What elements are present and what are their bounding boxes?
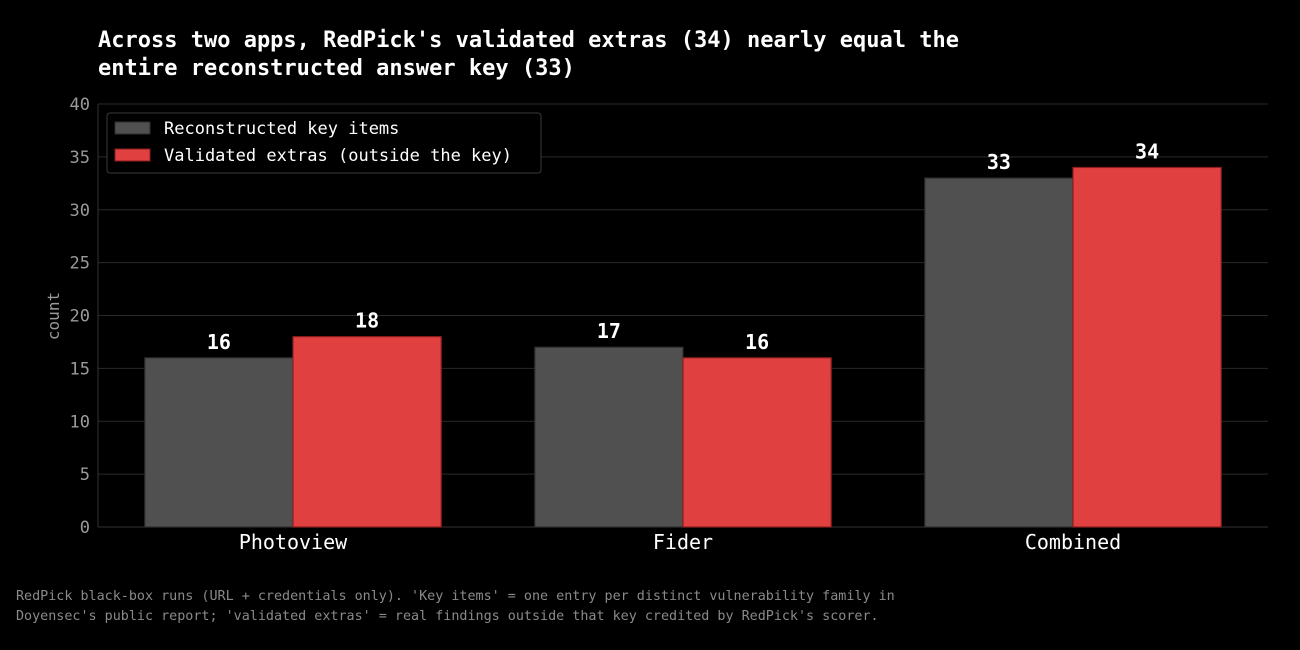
footnote: RedPick black-box runs (URL + credential… <box>16 587 1276 627</box>
bar-fider-series-0 <box>534 346 684 528</box>
bar-combined-series-0 <box>924 177 1074 528</box>
data-label: 17 <box>597 319 621 343</box>
y-tick-label: 35 <box>70 148 90 168</box>
data-label: 16 <box>207 330 231 354</box>
y-tick-label: 25 <box>70 254 90 274</box>
bars <box>144 166 1222 528</box>
data-label: 33 <box>987 150 1011 174</box>
legend-frame <box>106 112 542 174</box>
bar-photoview-series-1 <box>292 336 442 528</box>
legend-swatch-validated-extras <box>114 148 151 162</box>
footnote-line-1: RedPick black-box runs (URL + credential… <box>16 589 895 604</box>
bar-combined-series-1 <box>1072 166 1222 528</box>
data-labels: 16 18 17 16 33 34 <box>207 139 1159 353</box>
y-tick-label: 40 <box>70 95 90 115</box>
bar-photoview-series-0 <box>144 357 294 528</box>
x-tick-label: Combined <box>1025 530 1121 554</box>
legend: Reconstructed key items Validated extras… <box>106 112 542 174</box>
y-axis-label: count <box>44 292 63 340</box>
y-tick-label: 20 <box>70 307 90 327</box>
data-label: 16 <box>745 330 769 354</box>
legend-label-key-items: Reconstructed key items <box>164 119 399 139</box>
bar-fider-series-1 <box>682 357 832 528</box>
x-tick-label: Photoview <box>239 530 348 554</box>
y-tick-label: 5 <box>80 465 90 485</box>
y-tick-label: 10 <box>70 412 90 432</box>
footnote-line-2: Doyensec's public report; 'validated ext… <box>16 609 879 624</box>
chart-title-line-1: Across two apps, RedPick's validated ext… <box>98 28 959 53</box>
y-tick-label: 30 <box>70 201 90 221</box>
legend-swatch-key-items <box>114 121 151 135</box>
y-tick-label: 15 <box>70 359 90 379</box>
y-tick-label: 0 <box>80 518 90 538</box>
data-label: 18 <box>355 309 379 333</box>
x-tick-label: Fider <box>653 530 713 554</box>
legend-label-validated-extras: Validated extras (outside the key) <box>164 146 512 166</box>
chart-title-line-2: entire reconstructed answer key (33) <box>98 56 575 81</box>
data-label: 34 <box>1135 139 1159 163</box>
